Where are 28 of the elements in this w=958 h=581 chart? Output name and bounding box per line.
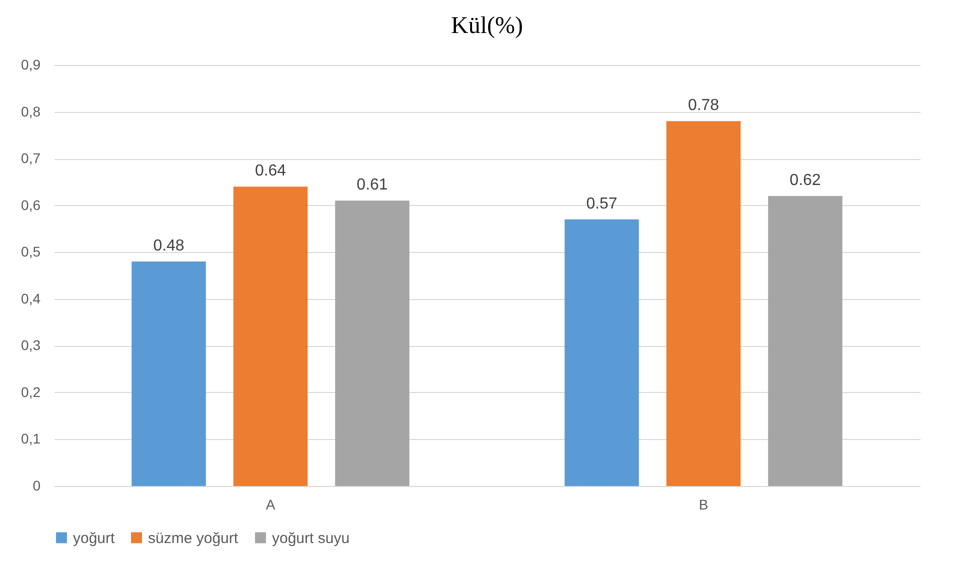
bar <box>335 200 410 486</box>
data-label: 0.78 <box>688 97 720 114</box>
x-tick-label: B <box>698 496 708 512</box>
legend-label: süzme yoğurt <box>148 530 239 547</box>
data-label: 0.57 <box>586 195 618 212</box>
y-tick-label: 0,9 <box>21 56 41 72</box>
y-tick-label: 0,8 <box>21 103 41 120</box>
y-tick-label: 0,1 <box>21 430 41 447</box>
bar <box>132 261 206 486</box>
x-tick-label: A <box>266 496 276 512</box>
y-tick-label: 0,6 <box>21 196 41 213</box>
bar <box>564 219 639 486</box>
y-tick-label: 0,4 <box>21 290 41 306</box>
legend-label: yoğurt <box>73 530 116 547</box>
legend-label: yoğurt suyu <box>272 530 350 547</box>
y-tick-label: 0,7 <box>21 150 41 166</box>
chart-title: Kül(%) <box>451 13 523 39</box>
y-tick-label: 0,3 <box>21 337 41 354</box>
y-tick-label: 0,2 <box>21 384 41 400</box>
bar <box>666 121 741 486</box>
data-label: 0.61 <box>356 176 388 194</box>
y-tick-label: 0 <box>32 478 41 494</box>
data-label: 0.48 <box>153 237 184 254</box>
data-label: 0.64 <box>254 162 286 180</box>
bar <box>233 186 308 486</box>
bar <box>768 196 842 486</box>
y-tick-label: 0,5 <box>21 244 41 260</box>
data-label: 0.62 <box>790 172 821 189</box>
